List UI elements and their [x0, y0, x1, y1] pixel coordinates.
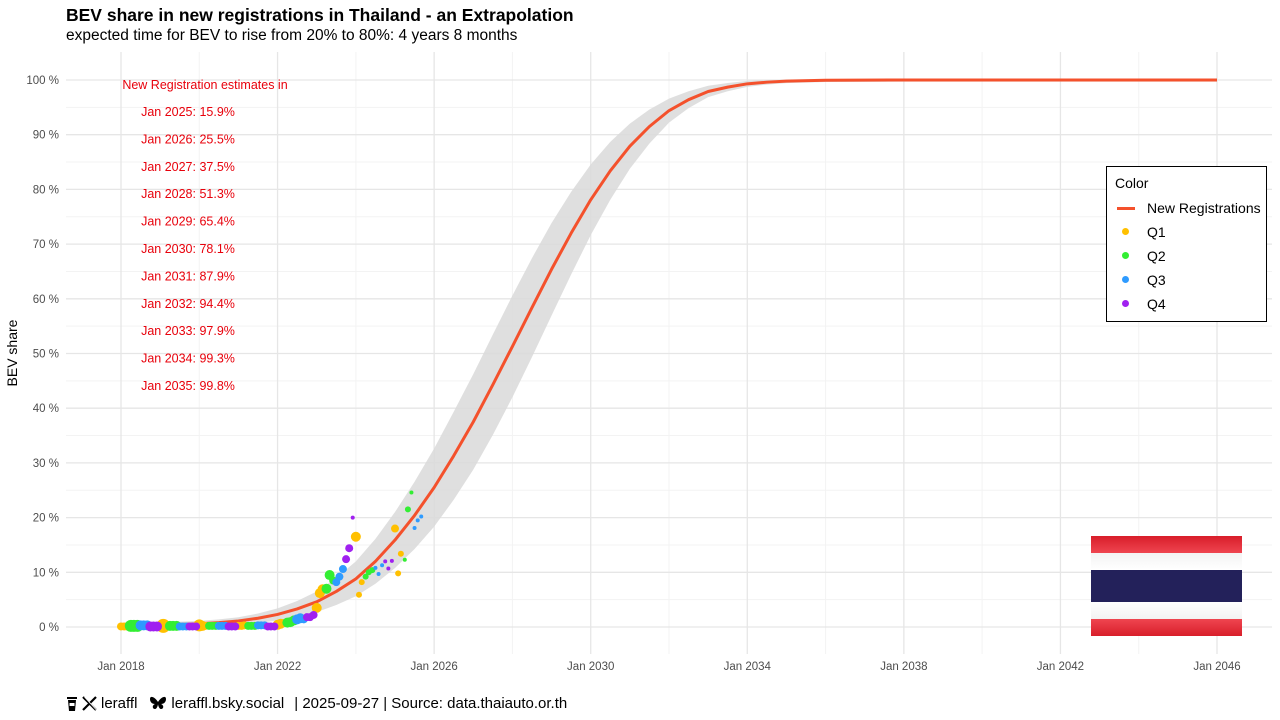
data-point-q4	[192, 622, 201, 631]
legend-dot-swatch	[1122, 300, 1129, 307]
chart-legend: Color New Registrations Q1 Q2 Q3 Q4	[1106, 166, 1267, 322]
footer-bsky-handle: leraffl.bsky.social	[171, 695, 285, 712]
annotation-estimate-line: Jan 2028: 51.3%	[141, 187, 235, 201]
x-tick-label: Jan 2022	[254, 661, 301, 673]
legend-label: Q4	[1147, 296, 1166, 312]
data-point-q3	[380, 563, 385, 568]
x-tick-label: Jan 2042	[1037, 661, 1084, 673]
data-point-q4	[309, 610, 318, 619]
x-tick-label: Jan 2046	[1193, 661, 1240, 673]
legend-item-q4: Q4	[1115, 293, 1166, 315]
annotation-estimate-line: Jan 2034: 99.3%	[141, 352, 235, 366]
data-point-q1	[350, 531, 361, 542]
data-point-q1	[391, 524, 399, 533]
y-tick-label: 90 %	[33, 130, 59, 142]
chart-plot: 0 % 10 % 20 % 30 % 40 % 50 % 60 % 70 % 80 % 90 % 1…	[4, 52, 1272, 673]
annotation-estimate-line: Jan 2035: 99.8%	[141, 379, 235, 393]
x-logo-icon	[82, 696, 97, 711]
data-point-q2	[402, 557, 407, 562]
data-point-q2	[404, 506, 411, 513]
data-point-q4	[386, 566, 391, 571]
data-point-q4	[350, 515, 355, 520]
data-point-q1	[395, 570, 402, 577]
data-point-q1	[358, 579, 365, 586]
data-point-q3	[376, 571, 381, 576]
data-point-q1	[397, 550, 404, 557]
data-point-q3	[335, 572, 344, 581]
data-point-q4	[345, 544, 354, 553]
legend-item-q1: Q1	[1115, 221, 1166, 243]
annotation-estimate-line: Jan 2025: 15.9%	[141, 105, 235, 119]
thailand-flag-image	[1091, 536, 1242, 636]
legend-label: Q2	[1147, 248, 1166, 264]
data-point-q4	[152, 621, 163, 632]
chart-title: BEV share in new registrations in Thaila…	[66, 5, 574, 25]
data-point-q4	[383, 559, 388, 564]
legend-item-new-registrations: New Registrations	[1115, 197, 1261, 219]
x-tick-label: Jan 2030	[567, 661, 614, 673]
data-point-q1	[355, 591, 362, 598]
data-point-q3	[412, 525, 417, 530]
y-tick-label: 30 %	[33, 458, 59, 470]
series-line-new-registrations	[120, 78, 1217, 628]
y-tick-label: 50 %	[33, 349, 59, 361]
annotation-estimate-line: Jan 2029: 65.4%	[141, 215, 235, 229]
y-axis-title: BEV share	[4, 319, 20, 386]
y-tick-label: 10 %	[33, 567, 59, 579]
x-tick-label: Jan 2026	[410, 661, 457, 673]
legend-title: Color	[1115, 175, 1149, 191]
data-point-q2	[409, 490, 414, 495]
annotation-estimate-line: Jan 2030: 78.1%	[141, 242, 235, 256]
data-point-q4	[389, 558, 394, 563]
butterfly-icon	[149, 696, 167, 711]
legend-label: Q3	[1147, 272, 1166, 288]
data-point-q2	[362, 573, 369, 580]
footer-x-handle: leraffl	[101, 695, 138, 712]
data-point-q4	[342, 555, 351, 564]
annotation-estimate-line: Jan 2032: 94.4%	[141, 297, 235, 311]
annotation-estimate-line: Jan 2033: 97.9%	[141, 324, 235, 338]
legend-dot-swatch	[1122, 252, 1129, 259]
x-tick-label: Jan 2034	[724, 661, 772, 673]
data-point-q3	[419, 514, 424, 519]
legend-dot-swatch	[1122, 276, 1129, 283]
y-tick-label: 80 %	[33, 184, 59, 196]
chart-subtitle: expected time for BEV to rise from 20% t…	[66, 27, 518, 44]
legend-item-q3: Q3	[1115, 269, 1166, 291]
annotation-estimate-line: Jan 2031: 87.9%	[141, 269, 235, 283]
x-tick-label: Jan 2038	[880, 661, 927, 673]
y-tick-label: 60 %	[33, 294, 59, 306]
data-point-q1	[311, 602, 322, 613]
annotation-header: New Registration estimates in	[122, 78, 287, 92]
legend-dot-swatch	[1122, 228, 1129, 235]
legend-line-swatch	[1117, 207, 1135, 210]
coffee-cup-icon	[66, 696, 78, 712]
data-point-q3	[415, 518, 420, 523]
footer-date-source: | 2025-09-27 | Source: data.thaiauto.or.…	[294, 695, 568, 712]
data-point-q3	[373, 565, 378, 570]
y-tick-label: 100 %	[26, 75, 59, 87]
y-tick-label: 20 %	[33, 513, 59, 525]
y-tick-label: 0 %	[39, 622, 59, 634]
y-tick-label: 70 %	[33, 239, 59, 251]
data-point-q4	[270, 622, 279, 631]
legend-label: Q1	[1147, 224, 1166, 240]
y-tick-label: 40 %	[33, 403, 59, 415]
data-point-q3	[338, 565, 347, 574]
legend-item-q2: Q2	[1115, 245, 1166, 267]
data-point-q4	[231, 622, 240, 631]
legend-label: New Registrations	[1147, 200, 1261, 216]
footer: leraffl leraffl.bsky.social | 2025-09-27…	[66, 695, 567, 712]
annotation-estimate-line: Jan 2027: 37.5%	[141, 160, 235, 174]
annotation-estimate-line: Jan 2026: 25.5%	[141, 132, 235, 146]
data-point-q2	[321, 583, 332, 594]
x-tick-label: Jan 2018	[97, 661, 144, 673]
